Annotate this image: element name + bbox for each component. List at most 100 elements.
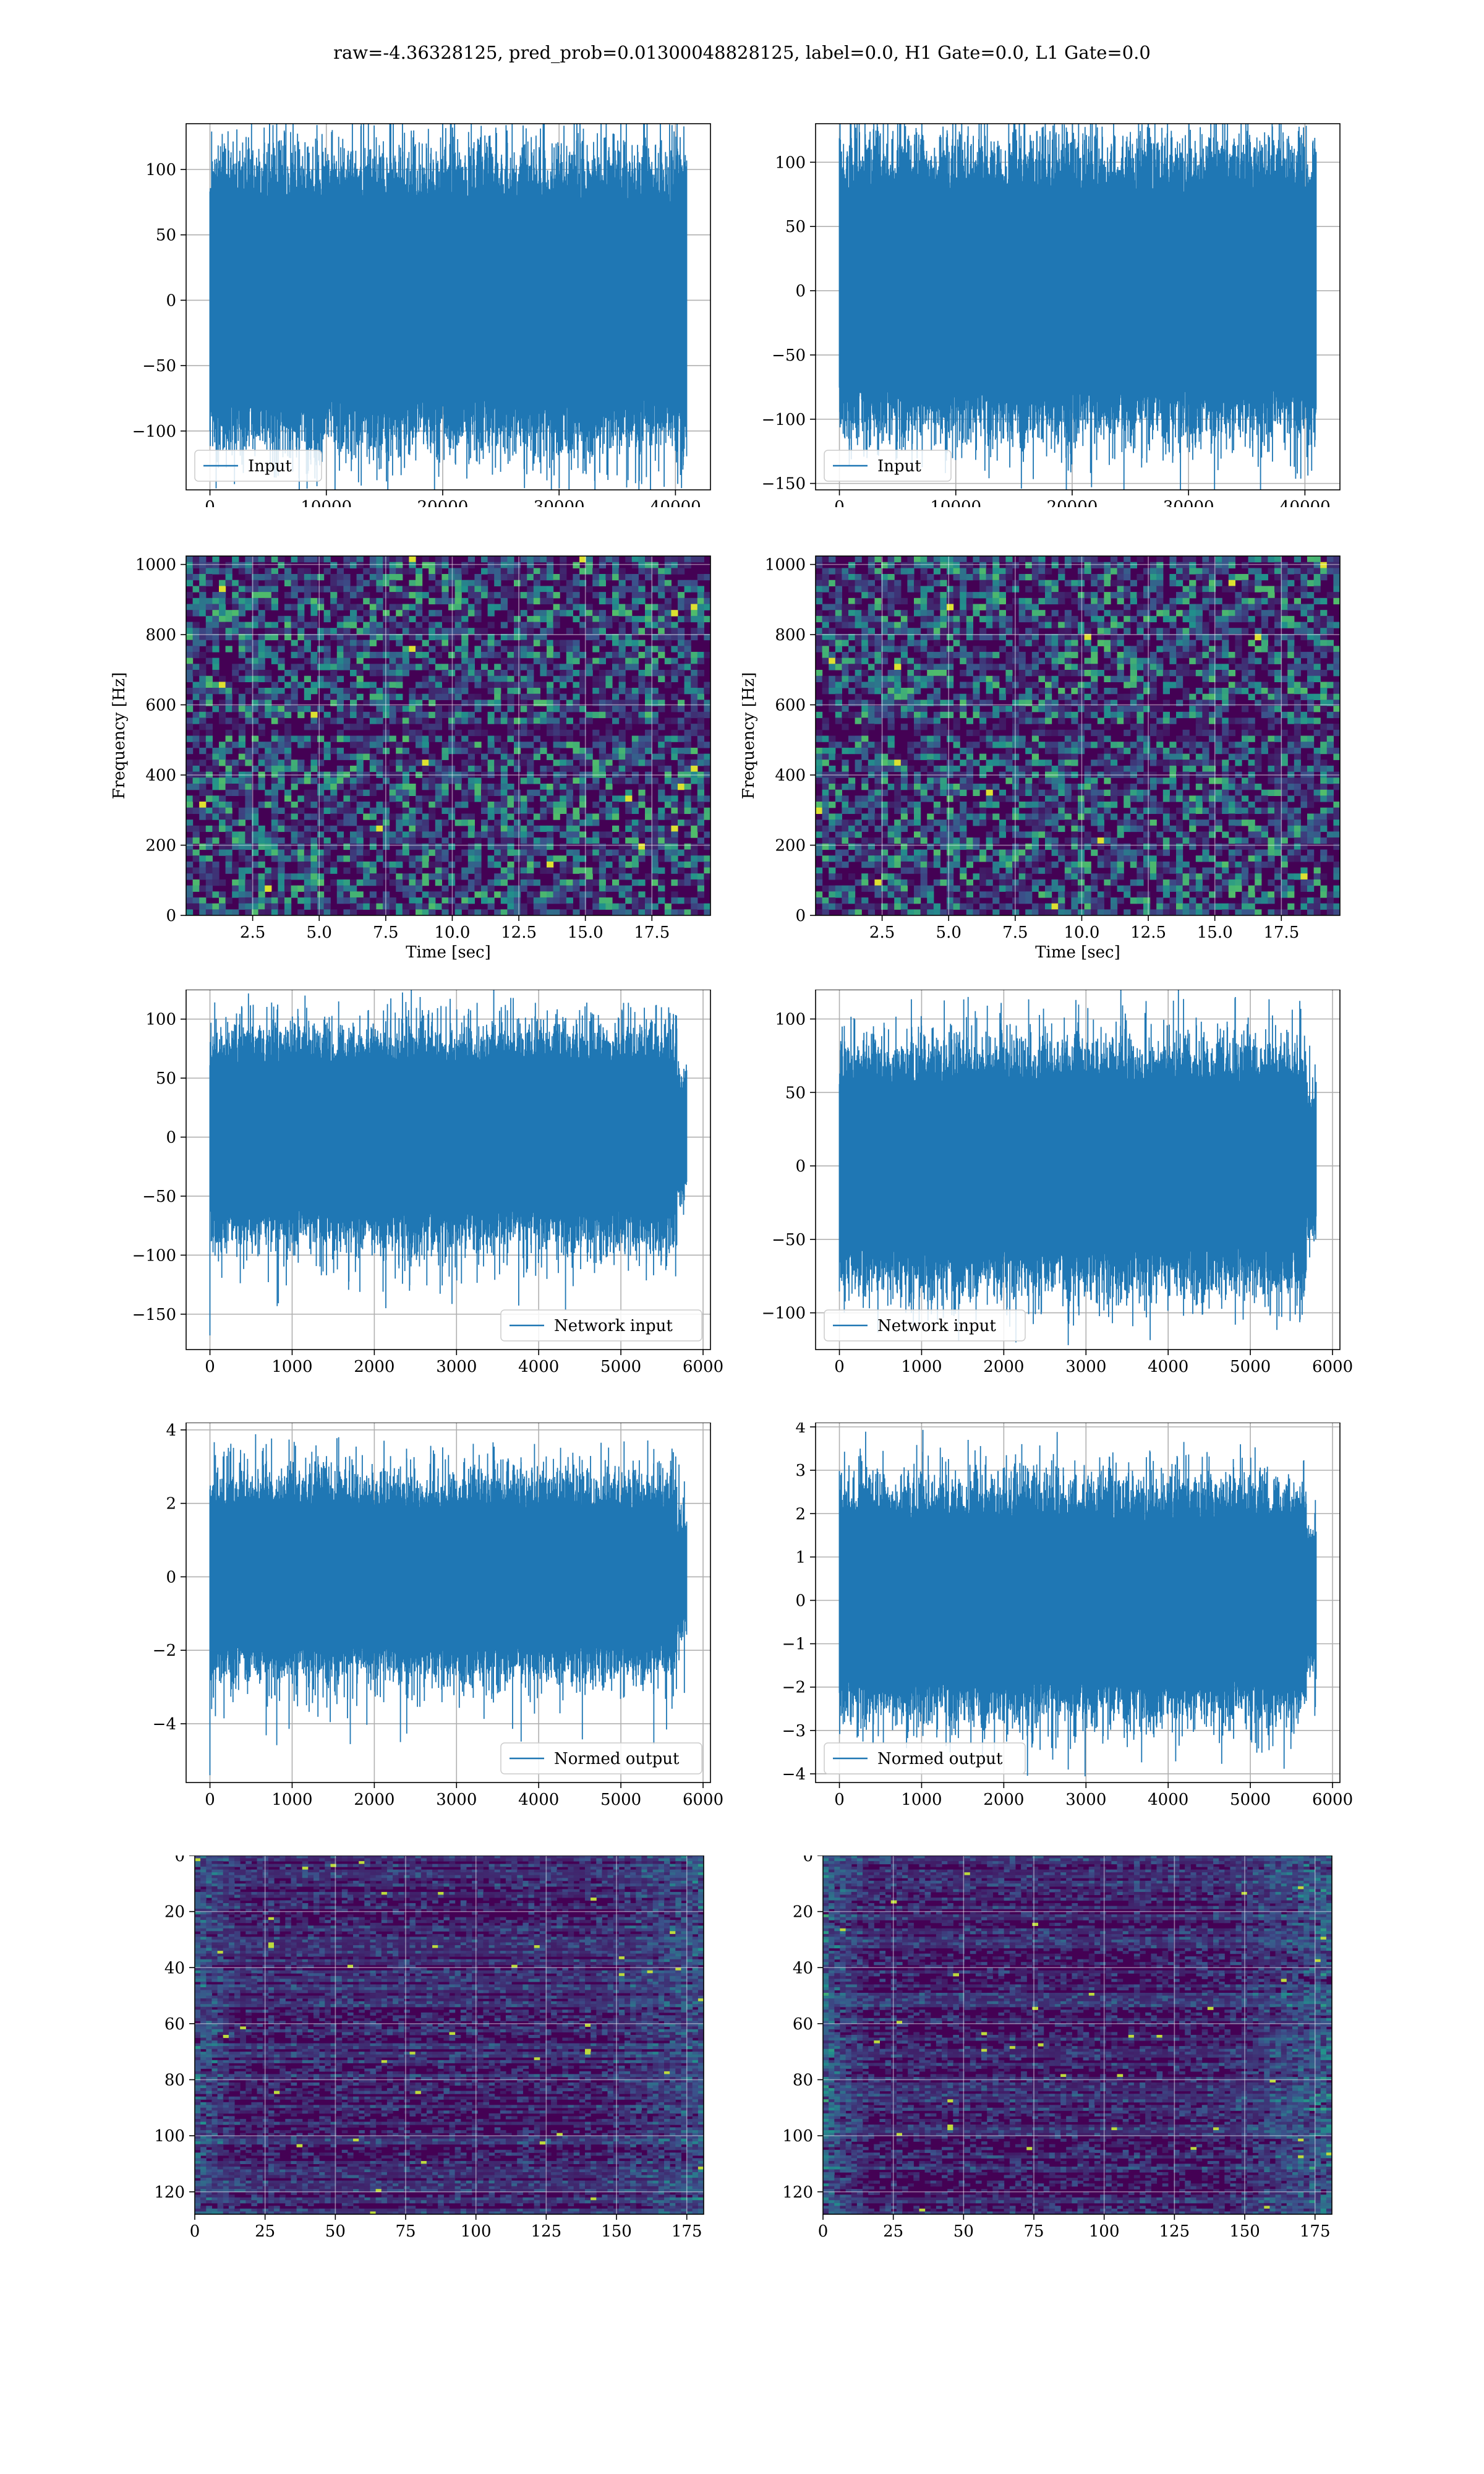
x-tick-label: 7.5	[1002, 923, 1028, 942]
y-tick-label: 50	[156, 1069, 176, 1088]
legend: Normed output	[824, 1742, 1026, 1774]
y-tick-label: 600	[145, 696, 176, 715]
x-tick-label: 17.5	[1263, 923, 1299, 942]
y-tick-label: 0	[803, 1856, 813, 1865]
x-tick-label: 4000	[518, 1791, 559, 1809]
y-tick-label: −150	[132, 1306, 176, 1324]
heatmap-cells	[195, 1856, 704, 2214]
y-tick-label: 200	[775, 837, 806, 855]
y-tick-label: 40	[793, 1959, 813, 1977]
legend-box	[824, 1309, 1026, 1342]
x-tick-label: 12.5	[1130, 923, 1166, 942]
y-tick-label: −4	[782, 1765, 806, 1784]
x-tick-label: 2000	[983, 1358, 1024, 1376]
x-tick-label: 30000	[534, 498, 585, 507]
y-tick-label: −50	[142, 1188, 176, 1206]
legend: Network input	[824, 1309, 1026, 1342]
y-tick-label: 600	[775, 696, 806, 715]
y-axis-label: Frequency [Hz]	[742, 672, 758, 800]
legend-box	[824, 1742, 1026, 1774]
x-tick-label: 125	[1159, 2222, 1190, 2239]
x-tick-label: 50	[325, 2222, 346, 2239]
chart-normed-output-l1: 0 1000 2000 3000 4000 5000 6000 −4 −3 −2 −1 0 1 2 3 4 No…	[782, 1423, 1353, 1809]
x-axis-label: Time [sec]	[1035, 943, 1120, 962]
x-tick-label: 10.0	[1064, 923, 1100, 942]
x-tick-label: 25	[883, 2222, 903, 2239]
y-tick-label: 20	[793, 1903, 813, 1922]
legend: Input	[194, 450, 322, 482]
x-tick-label: 15.0	[1197, 923, 1233, 942]
x-axis-label: Time [sec]	[406, 943, 491, 962]
y-tick-label: 50	[156, 226, 176, 245]
x-tick-label: 20000	[417, 498, 469, 507]
heatmap-cells	[186, 556, 710, 915]
y-tick-label: 2	[166, 1495, 176, 1513]
x-tick-label: 7.5	[373, 923, 398, 942]
chart-spectrogram-h1: 2.5 5.0 7.5 10.0 12.5 15.0 17.5 0 200 400 600 800 10…	[110, 555, 711, 962]
y-tick-label: −3	[782, 1722, 806, 1740]
y-axis-label: Frequency [Hz]	[110, 672, 129, 800]
x-tick-label: 75	[395, 2222, 416, 2239]
y-tick-label: 1	[795, 1548, 806, 1567]
x-tick-label: 3000	[436, 1791, 477, 1809]
x-tick-label: 5.0	[307, 923, 332, 942]
y-tick-label: 1000	[135, 556, 176, 575]
plot-frame	[186, 123, 711, 490]
grid	[816, 556, 1340, 916]
series-line	[838, 990, 1317, 1345]
x-tick-label: 5.0	[936, 923, 962, 942]
y-tick-label: 120	[154, 2183, 185, 2202]
chart-input-l1: 0 10000 20000 30000 40000 −150 −100 −50 0 50 100 In…	[762, 123, 1341, 507]
x-tick-label: 1000	[901, 1358, 942, 1376]
y-tick-label: −1	[782, 1635, 806, 1654]
y-tick-label: 2	[795, 1505, 806, 1523]
y-tick-label: 60	[793, 2015, 813, 2034]
x-tick-label: 30000	[1163, 498, 1214, 507]
legend-box	[194, 450, 322, 482]
x-tick-label: 5000	[600, 1791, 641, 1809]
y-tick-label: −2	[782, 1679, 806, 1697]
legend-box	[824, 450, 952, 482]
x-tick-label: 10.0	[435, 923, 471, 942]
x-tick-label: 6000	[683, 1791, 723, 1809]
x-tick-label: 125	[531, 2222, 562, 2239]
x-tick-label: 100	[1089, 2222, 1120, 2239]
y-tick-label: 0	[795, 282, 806, 301]
y-tick-label: 400	[145, 766, 176, 785]
x-tick-label: 15.0	[568, 923, 603, 942]
x-tick-label: 2000	[354, 1358, 394, 1376]
x-tick-label: 4000	[1148, 1358, 1188, 1376]
x-tick-label: 40000	[650, 498, 701, 507]
y-tick-label: −150	[762, 475, 806, 494]
y-tick-label: 100	[154, 2127, 185, 2146]
y-tick-label: 800	[775, 626, 806, 644]
x-tick-label: 0	[190, 2222, 200, 2239]
y-tick-label: −100	[762, 411, 806, 429]
legend-box	[500, 1309, 702, 1342]
y-tick-label: −100	[762, 1304, 806, 1323]
y-tick-label: 0	[795, 1157, 806, 1176]
x-tick-label: 175	[1300, 2222, 1331, 2239]
plot-frame	[822, 1856, 1333, 2215]
y-tick-label: 0	[174, 1856, 185, 1865]
plot-frame	[815, 123, 1341, 490]
legend-label: Input	[248, 457, 292, 476]
y-tick-label: 4	[166, 1423, 176, 1440]
y-tick-label: 0	[166, 907, 176, 925]
chart-normed-output-h1: 0 1000 2000 3000 4000 5000 6000 −4 −2 0 2 4 Normed o…	[153, 1423, 723, 1809]
x-tick-label: 0	[205, 1358, 215, 1376]
chart-network-input-l1: 0 1000 2000 3000 4000 5000 6000 −100 −50 0 50 100 Ne…	[762, 990, 1353, 1376]
x-tick-label: 12.5	[501, 923, 537, 942]
y-tick-label: 100	[775, 1011, 806, 1029]
x-tick-label: 3000	[1065, 1791, 1106, 1809]
y-tick-label: 100	[782, 2127, 813, 2146]
legend-label: Normed output	[554, 1750, 680, 1768]
plot-frame	[186, 990, 711, 1350]
x-tick-label: 175	[672, 2222, 702, 2239]
y-tick-label: 800	[145, 626, 176, 644]
chart-feature-map-l1: 0 25 50 75 100 125 150 175 0 20 40 60 80 100 120	[782, 1856, 1333, 2239]
y-tick-label: 60	[164, 2015, 185, 2034]
y-tick-label: 0	[795, 907, 806, 925]
x-tick-label: 0	[834, 498, 845, 507]
y-tick-label: 0	[166, 1568, 176, 1586]
